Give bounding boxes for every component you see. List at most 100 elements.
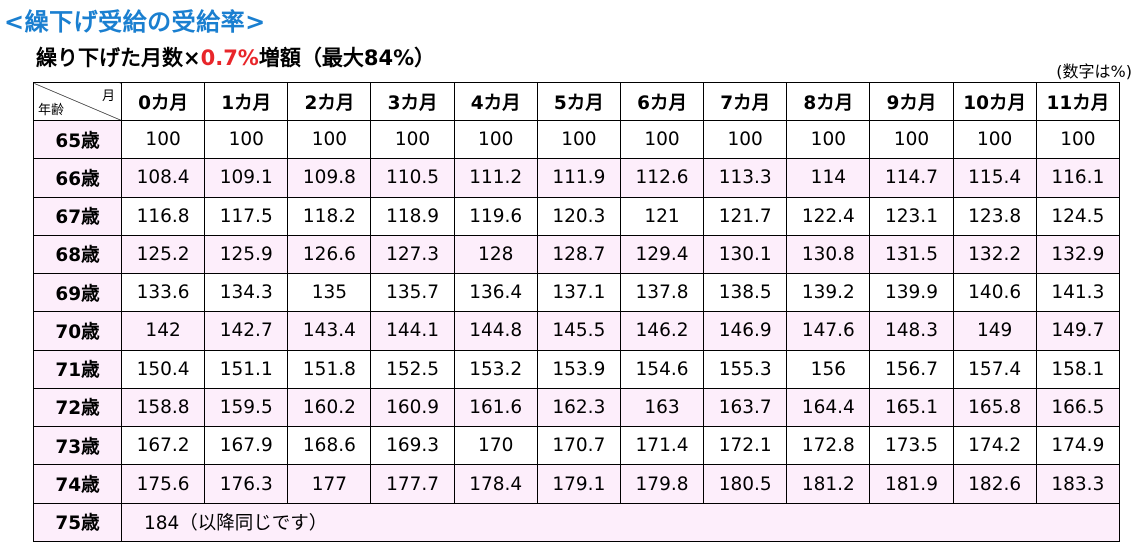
rate-cell: 156 (786, 349, 871, 389)
rate-cell: 165.8 (952, 387, 1037, 428)
rate-cell: 121 (619, 196, 705, 236)
column-header: 7カ月 (703, 82, 788, 121)
rate-cell: 118.2 (287, 196, 372, 236)
rate-cell: 170.7 (536, 426, 621, 466)
rate-cell: 100 (869, 119, 954, 160)
rate-cell: 157.4 (952, 349, 1037, 389)
subtitle-suffix: 増額（最大84%） (258, 46, 436, 70)
rate-cell: 119.6 (453, 196, 538, 236)
table-row: 68歳 125.2 125.9 126.6 127.3 128 128.7 129.4 130.… (33, 234, 1121, 275)
subtitle-rate: 0.7% (200, 46, 259, 70)
rate-cell: 169.3 (370, 426, 455, 466)
rate-cell: 135 (287, 273, 372, 313)
rate-cell: 137.1 (536, 273, 621, 313)
rate-cell: 174.9 (1035, 426, 1121, 466)
rate-cell: 118.9 (370, 196, 455, 236)
rate-cell: 144.8 (453, 311, 538, 351)
table-row: 70歳 142 142.7 143.4 144.1 144.8 145.5 146.2 146.… (33, 311, 1121, 351)
rate-cell: 170 (453, 426, 538, 466)
column-header: 8カ月 (786, 82, 871, 121)
rate-cell: 142.7 (204, 311, 289, 351)
rate-cell: 165.1 (869, 387, 954, 428)
rate-cell: 140.6 (952, 273, 1037, 313)
rate-cell: 100 (703, 119, 788, 160)
row-age-label: 70歳 (33, 311, 122, 351)
rate-cell: 160.2 (287, 387, 372, 428)
rate-cell: 162.3 (536, 387, 621, 428)
rate-cell: 100 (619, 119, 705, 160)
rate-cell: 151.1 (204, 349, 289, 389)
corner-age-label: 年齢 (38, 103, 65, 118)
rate-cell: 127.3 (370, 234, 455, 275)
rate-cell: 155.3 (703, 349, 788, 389)
rate-cell: 176.3 (204, 464, 289, 504)
rate-cell: 153.9 (536, 349, 621, 389)
rate-cell: 100 (952, 119, 1037, 160)
rate-cell: 146.9 (703, 311, 788, 351)
column-header: 6カ月 (619, 82, 705, 121)
rate-cell: 125.2 (120, 234, 206, 275)
row-age-label: 68歳 (33, 234, 122, 275)
rate-cell: 177 (287, 464, 372, 504)
corner-month-label: 月 (101, 89, 115, 104)
rate-cell: 114 (786, 158, 871, 198)
rate-cell: 116.1 (1035, 158, 1121, 198)
column-header: 0カ月 (120, 82, 206, 121)
rate-cell: 163 (619, 387, 705, 428)
row-age-label: 67歳 (33, 196, 122, 236)
rate-cell: 132.9 (1035, 234, 1121, 275)
row-age-label: 71歳 (33, 349, 122, 389)
rate-cell: 139.9 (869, 273, 954, 313)
column-header: 2カ月 (287, 82, 372, 121)
rate-cell: 137.8 (619, 273, 705, 313)
row-age-label: 75歳 (33, 502, 122, 543)
row-age-label: 73歳 (33, 426, 122, 466)
table-row: 72歳 158.8 159.5 160.2 160.9 161.6 162.3 163 163.… (33, 387, 1121, 428)
rate-cell: 100 (536, 119, 621, 160)
rate-cell: 153.2 (453, 349, 538, 389)
rate-cell: 181.9 (869, 464, 954, 504)
rate-cell: 109.8 (287, 158, 372, 198)
row-age-label: 65歳 (33, 119, 122, 160)
rate-cell: 136.4 (453, 273, 538, 313)
rate-cell: 163.7 (703, 387, 788, 428)
rate-cell: 100 (786, 119, 871, 160)
rate-cell: 158.1 (1035, 349, 1121, 389)
rate-cell: 100 (287, 119, 372, 160)
table-body: 65歳 100 100 100 100 100 100 100 100 100 100 100 100 6… (33, 119, 1121, 543)
rate-cell: 130.8 (786, 234, 871, 275)
rate-table: 月 年齢 0カ月 1カ月 2カ月 3カ月 4カ月 5カ月 6カ月 7カ月 8カ月 9カ月 10カ月 1… (33, 82, 1121, 543)
row-age-label: 72歳 (33, 387, 122, 428)
rate-cell: 141.3 (1035, 273, 1121, 313)
rate-cell: 148.3 (869, 311, 954, 351)
rate-cell: 159.5 (204, 387, 289, 428)
final-rate-cell: 184（以降同じです） (121, 502, 1120, 543)
table-row: 67歳 116.8 117.5 118.2 118.9 119.6 120.3 121 121.… (33, 196, 1121, 236)
table-header: 月 年齢 0カ月 1カ月 2カ月 3カ月 4カ月 5カ月 6カ月 7カ月 8カ月 9カ月 10カ月 1… (33, 82, 1121, 121)
rate-cell: 149.7 (1035, 311, 1121, 351)
rate-cell: 167.2 (120, 426, 206, 466)
rate-cell: 123.1 (869, 196, 954, 236)
rate-cell: 109.1 (204, 158, 289, 198)
rate-cell: 100 (453, 119, 538, 160)
rate-cell: 114.7 (869, 158, 954, 198)
rate-cell: 154.6 (619, 349, 705, 389)
rate-cell: 166.5 (1035, 387, 1121, 428)
rate-cell: 173.5 (869, 426, 954, 466)
rate-cell: 120.3 (536, 196, 621, 236)
rate-cell: 145.5 (536, 311, 621, 351)
rate-cell: 116.8 (120, 196, 206, 236)
rate-cell: 110.5 (370, 158, 455, 198)
corner-cell: 月 年齢 (33, 82, 122, 121)
rate-cell: 149 (952, 311, 1037, 351)
rate-cell: 158.8 (120, 387, 206, 428)
column-header: 5カ月 (536, 82, 621, 121)
rate-cell: 143.4 (287, 311, 372, 351)
rate-cell: 124.5 (1035, 196, 1121, 236)
rate-cell: 172.1 (703, 426, 788, 466)
rate-cell: 146.2 (619, 311, 705, 351)
table-row: 74歳 175.6 176.3 177 177.7 178.4 179.1 179.8 180.… (33, 464, 1121, 504)
table-row: 73歳 167.2 167.9 168.6 169.3 170 170.7 171.4 172.… (33, 426, 1121, 466)
rate-cell: 100 (120, 119, 206, 160)
rate-cell: 152.5 (370, 349, 455, 389)
